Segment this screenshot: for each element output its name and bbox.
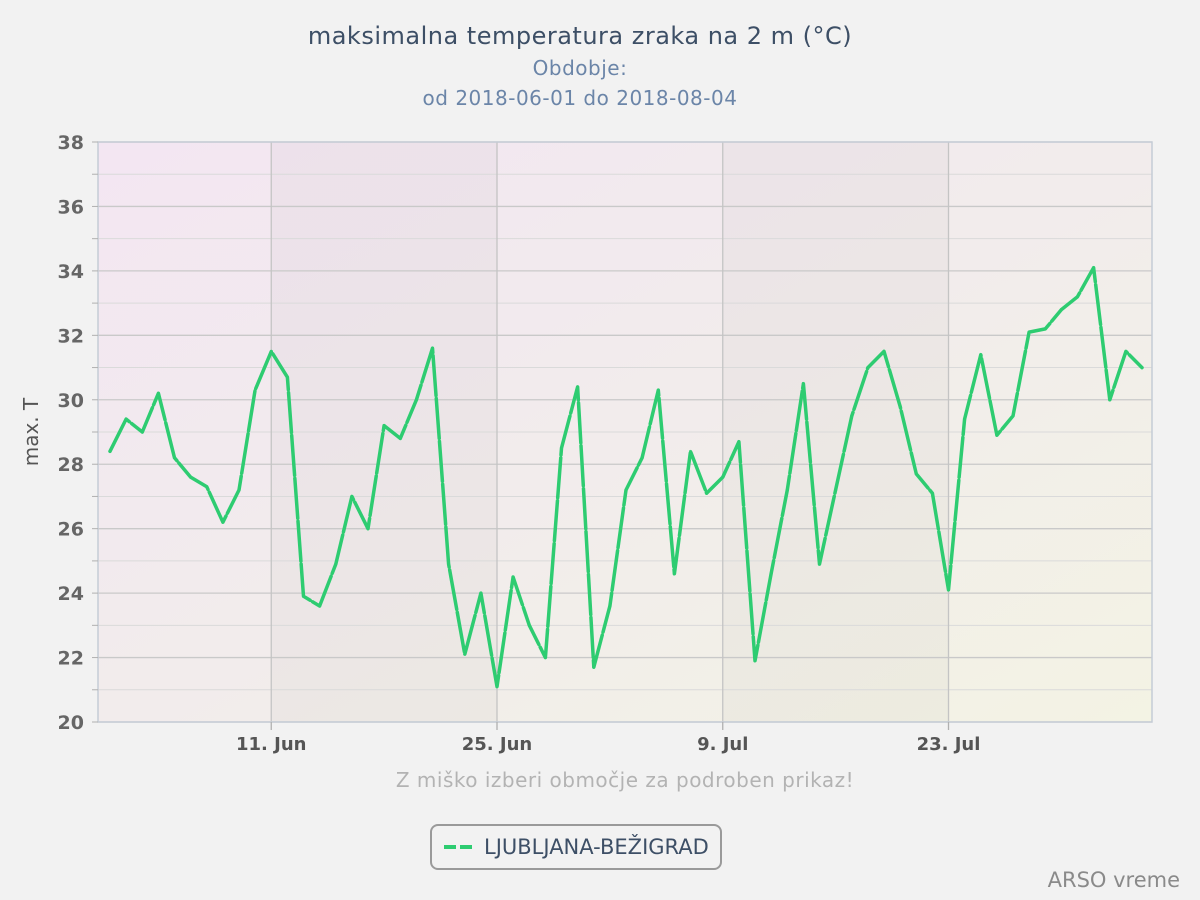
- data-point: [689, 449, 692, 453]
- data-point: [253, 388, 257, 392]
- y-tick-label: 28: [58, 454, 84, 476]
- chart-title: maksimalna temperatura zraka na 2 m (°C): [307, 22, 853, 50]
- data-point: [818, 562, 821, 566]
- data-point: [302, 594, 305, 598]
- data-point: [721, 475, 725, 479]
- x-axis-ticks: 11. Jun 25. Jun 9. Jul 23. Jul: [236, 722, 980, 755]
- y-tick-label: 32: [58, 325, 84, 347]
- data-point: [624, 488, 628, 492]
- data-point: [834, 488, 838, 492]
- data-point: [979, 353, 983, 357]
- y-axis-label: max. T: [19, 397, 43, 466]
- data-point: [350, 494, 354, 498]
- data-point: [221, 520, 225, 524]
- data-point: [318, 604, 322, 608]
- data-point: [769, 572, 773, 576]
- data-point: [205, 485, 209, 489]
- data-point: [511, 575, 515, 579]
- data-point: [414, 398, 418, 402]
- data-point: [1043, 327, 1047, 331]
- y-tick-label: 30: [58, 390, 84, 412]
- credit-text: ARSO vreme: [1047, 868, 1180, 892]
- y-tick-label: 20: [58, 712, 84, 734]
- data-point: [398, 436, 402, 440]
- data-point: [640, 456, 644, 460]
- data-point: [753, 659, 757, 663]
- data-point: [963, 417, 967, 421]
- data-point: [737, 440, 741, 444]
- data-point: [672, 572, 676, 576]
- y-tick-label: 24: [58, 583, 84, 605]
- data-point: [914, 472, 918, 476]
- data-point: [930, 491, 934, 495]
- data-point: [576, 385, 580, 389]
- data-point: [495, 685, 499, 689]
- data-point: [269, 349, 273, 353]
- data-point: [592, 665, 596, 669]
- data-point: [108, 449, 112, 453]
- data-point: [382, 424, 386, 428]
- zoom-hint: Z miško izberi območje za podroben prika…: [395, 768, 855, 792]
- y-axis-ticks: 20 22 24 26 28 30 32 34 36 38: [58, 132, 98, 734]
- data-point: [785, 488, 789, 492]
- data-point: [882, 349, 886, 353]
- data-point: [140, 430, 144, 434]
- data-point: [1092, 266, 1096, 270]
- series-layer: [108, 265, 1144, 689]
- data-point: [543, 656, 547, 660]
- data-point: [479, 591, 483, 595]
- y-tick-label: 22: [58, 648, 84, 670]
- data-point: [608, 604, 612, 608]
- data-point: [801, 382, 805, 386]
- data-point: [995, 433, 999, 437]
- data-point: [1140, 366, 1144, 370]
- data-point: [705, 491, 709, 495]
- data-point: [898, 404, 902, 408]
- data-point: [1108, 398, 1112, 402]
- data-point: [560, 446, 563, 450]
- y-tick-label: 34: [58, 261, 84, 283]
- data-point: [947, 588, 950, 592]
- data-point: [527, 623, 531, 627]
- data-point: [431, 346, 434, 350]
- x-tick-label: 25. Jun: [462, 734, 532, 755]
- data-point: [447, 562, 451, 566]
- data-point: [656, 388, 660, 392]
- data-point: [1059, 308, 1063, 312]
- data-point: [285, 375, 289, 379]
- y-tick-label: 38: [58, 132, 84, 154]
- y-tick-label: 26: [58, 519, 84, 541]
- data-point: [366, 527, 370, 531]
- data-point: [156, 391, 160, 395]
- x-tick-label: 11. Jun: [236, 734, 306, 755]
- data-point: [1027, 330, 1031, 334]
- data-point: [463, 652, 467, 656]
- x-tick-label: 23. Jul: [917, 734, 981, 755]
- data-point: [237, 488, 241, 492]
- data-point: [866, 366, 870, 370]
- legend-swatch: [444, 845, 474, 849]
- data-point: [173, 456, 176, 460]
- legend-label: LJUBLJANA-BEŽIGRAD: [484, 835, 709, 859]
- period-range: od 2018-06-01 do 2018-08-04: [422, 86, 738, 110]
- data-point: [1124, 349, 1128, 353]
- y-tick-label: 36: [58, 196, 84, 218]
- period-label: Obdobje:: [532, 56, 628, 80]
- data-point: [189, 475, 193, 479]
- data-point: [124, 417, 128, 421]
- data-point: [1011, 414, 1015, 418]
- data-point: [1076, 295, 1079, 299]
- data-point: [334, 562, 338, 566]
- legend-item-ljubljana[interactable]: LJUBLJANA-BEŽIGRAD: [430, 824, 722, 870]
- data-point: [850, 414, 854, 418]
- x-tick-label: 9. Jul: [697, 734, 748, 755]
